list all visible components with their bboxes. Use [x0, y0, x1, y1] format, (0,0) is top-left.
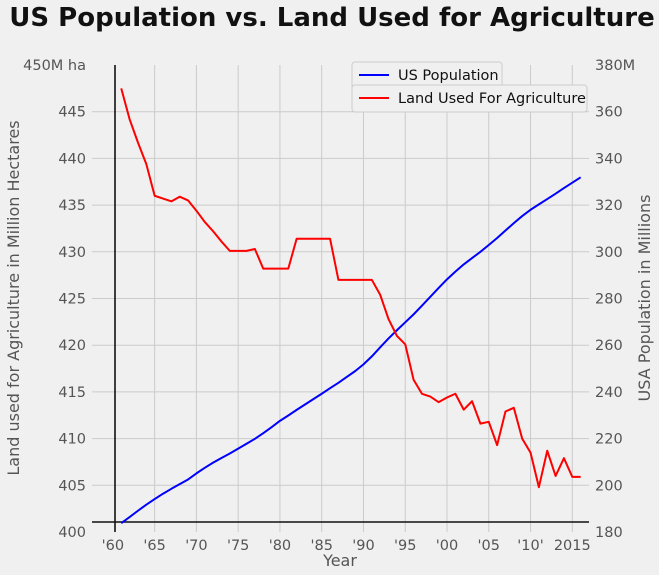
y-axis-right-title: USA Population in Millions — [635, 195, 654, 402]
x-tick-label: '80 — [269, 538, 291, 554]
series-layer — [120, 88, 582, 524]
legend-box-agriculture — [351, 84, 588, 113]
x-tick-label: '90 — [352, 538, 374, 554]
y-left-tick-label: 415 — [58, 385, 86, 401]
y-right-tick-label: 240 — [595, 385, 623, 401]
x-tick-label: '95 — [394, 538, 416, 554]
y-right-tick-label: 220 — [595, 432, 623, 448]
x-tick-label: '65 — [143, 538, 165, 554]
y-left-tick-label: 410 — [58, 432, 86, 448]
y-left-tick-label: 440 — [58, 151, 86, 167]
x-tick-label: '70 — [185, 538, 207, 554]
y-left-tick-label: 435 — [58, 198, 86, 214]
y-right-tick-label: 300 — [595, 245, 623, 261]
y-right-tick-label: 380M — [595, 58, 635, 74]
y-left-tick-label: 425 — [58, 292, 86, 308]
y-axis-left-title: Land used for Agriculture in Million Hec… — [4, 120, 23, 475]
x-tick-label: '75 — [227, 538, 249, 554]
y-right-tick-label: 280 — [595, 292, 623, 308]
y-left-tick-label: 405 — [58, 478, 86, 494]
tick-labels: '60 '65 '70 '75 '80 '85 '90 '95 '00 '05 '10' 2015 40… — [23, 58, 635, 554]
y-right-tick-label: 340 — [595, 151, 623, 167]
y-right-tick-label: 260 — [595, 338, 623, 354]
y-left-tick-label: 450M ha — [23, 58, 86, 74]
x-axis-title: Year — [322, 551, 357, 570]
chart-title: US Population vs. Land Used for Agricult… — [9, 3, 654, 33]
legend-label-population: US Population — [398, 68, 499, 84]
x-tick-label: '00 — [436, 538, 458, 554]
y-left-tick-label: 430 — [58, 245, 86, 261]
series-line-land-used-for-agriculture — [120, 88, 581, 489]
x-tick-label: 2015 — [554, 538, 591, 554]
y-right-tick-label: 360 — [595, 105, 623, 121]
legend: US Population Land Used For Agriculture — [351, 61, 588, 113]
legend-label-agriculture: Land Used For Agriculture — [398, 91, 586, 107]
y-left-tick-label: 445 — [58, 105, 86, 121]
x-tick-label: '85 — [310, 538, 332, 554]
y-left-tick-label: 420 — [58, 338, 86, 354]
y-right-tick-label: 320 — [595, 198, 623, 214]
axes — [92, 65, 589, 532]
x-tick-label: '60 — [102, 538, 124, 554]
y-right-tick-label: 180 — [595, 525, 623, 541]
series-line-us-population — [120, 176, 582, 524]
y-left-tick-label: 400 — [58, 525, 86, 541]
x-tick-label: '10' — [517, 538, 543, 554]
y-right-tick-label: 200 — [595, 478, 623, 494]
x-tick-label: '05 — [478, 538, 500, 554]
